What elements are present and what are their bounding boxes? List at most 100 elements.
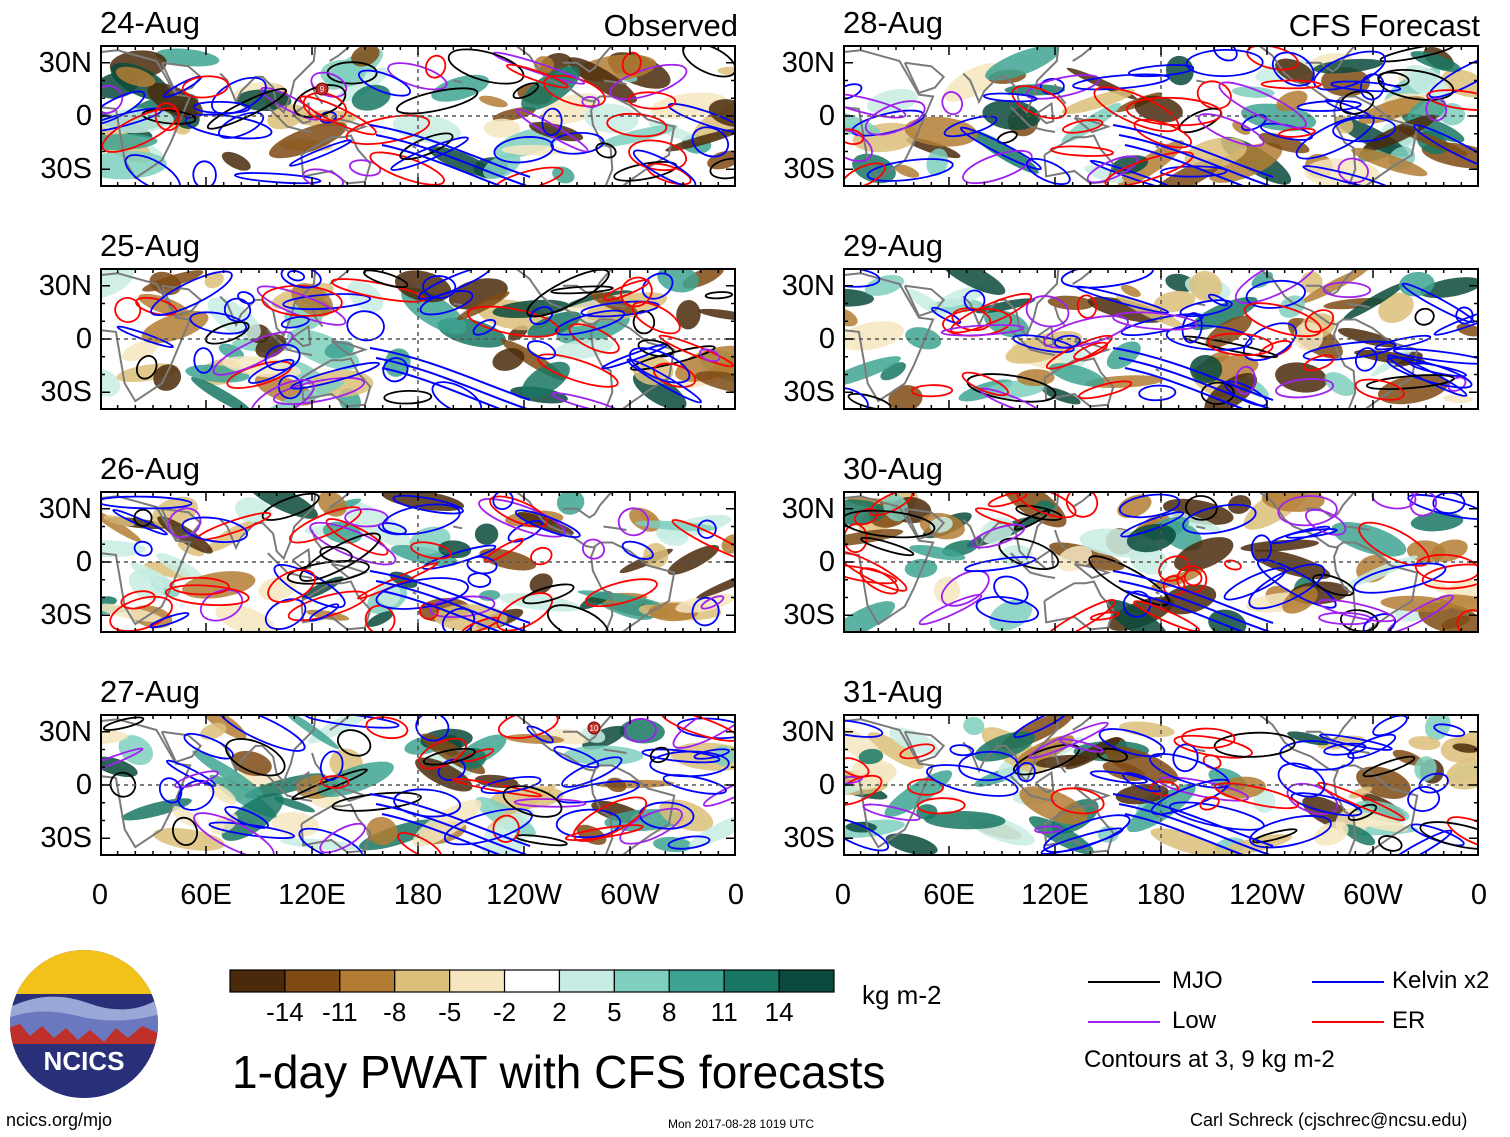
panel-frame — [100, 714, 736, 856]
observed-map-3 — [100, 491, 736, 633]
lon-label: 60W — [600, 879, 660, 911]
colorbar-tick-label: -11 — [321, 997, 358, 1027]
lon-label: 0 — [1470, 879, 1488, 911]
lon-label: 0 — [834, 879, 852, 911]
lat-label: 30N — [781, 493, 835, 525]
legend-label: Low — [1172, 1007, 1217, 1034]
lon-label: 120W — [1229, 879, 1305, 911]
colorbar-swatch — [284, 969, 341, 993]
storm-marker-icon — [587, 721, 601, 735]
lat-label: 0 — [75, 323, 92, 355]
colorbar-tick-label: 14 — [764, 997, 794, 1027]
panel-frame — [843, 714, 1479, 856]
colorbar-tick-label: 11 — [710, 997, 738, 1027]
lat-label: 0 — [818, 546, 835, 578]
legend-line-low — [1088, 1021, 1160, 1023]
lat-label: 30N — [38, 47, 92, 79]
observed-label: Observed — [603, 8, 738, 43]
colorbar-tick-label: -2 — [492, 997, 517, 1027]
lat-label: 30S — [40, 599, 92, 631]
observed-date-label: 26-Aug — [100, 451, 200, 486]
lat-label: 30S — [783, 822, 835, 854]
wave-contours — [843, 45, 1479, 187]
lat-label: 30S — [40, 153, 92, 185]
footer-timestamp: Mon 2017-08-28 1019 UTC — [668, 1117, 815, 1131]
lat-label: 0 — [75, 769, 92, 801]
lat-label: 30S — [40, 822, 92, 854]
lat-label: 0 — [818, 100, 835, 132]
coastlines — [100, 45, 676, 187]
lon-label: 0 — [91, 879, 109, 911]
forecast-date-label: 29-Aug — [843, 228, 943, 263]
observed-map-2 — [100, 268, 736, 410]
panel-frame — [843, 268, 1479, 410]
lat-label: 30S — [40, 376, 92, 408]
lat-label: 30N — [781, 716, 835, 748]
colorbar-swatch — [449, 969, 506, 993]
colorbar-swatch — [503, 969, 561, 993]
lon-label: 120E — [278, 879, 346, 911]
lon-label: 120E — [1021, 879, 1089, 911]
lat-label: 30N — [781, 47, 835, 79]
panel-frame — [843, 45, 1479, 187]
lat-label: 30S — [783, 599, 835, 631]
colorbar-tick-label: 2 — [552, 997, 567, 1027]
storm-marker-label: 9 — [320, 85, 325, 94]
figure-title: 1-day PWAT with CFS forecasts — [232, 1046, 886, 1098]
legend-label: MJO — [1172, 967, 1223, 994]
storm-marker-icon — [315, 82, 329, 96]
lat-label: 30N — [38, 270, 92, 302]
colorbar-swatch — [394, 969, 451, 993]
footer-credit: Carl Schreck (cjschrec@ncsu.edu) — [1190, 1110, 1468, 1130]
wave-contours — [100, 714, 736, 856]
colorbar-swatch — [558, 969, 615, 993]
observed-map-4: 10 — [100, 714, 736, 856]
storm-marker-label: 10 — [590, 724, 599, 733]
lon-label: 60E — [923, 879, 975, 911]
legend-label: Kelvin x2 — [1392, 967, 1490, 994]
legend-note: Contours at 3, 9 kg m-2 — [1084, 1046, 1335, 1073]
lat-label: 30N — [38, 716, 92, 748]
cfs-forecast-label: CFS Forecast — [1288, 8, 1480, 43]
forecast-map-3 — [843, 491, 1479, 633]
lat-label: 30S — [783, 153, 835, 185]
colorbar-swatch — [339, 969, 396, 993]
pwat-shading — [843, 491, 1479, 633]
footer-url: ncics.org/mjo — [6, 1110, 113, 1130]
observed-map-1: 9 — [100, 45, 736, 187]
legend-line-kelvin-x2 — [1312, 981, 1384, 983]
lon-label: 120W — [486, 879, 562, 911]
lat-label: 0 — [818, 769, 835, 801]
legend-line-er — [1312, 1021, 1384, 1023]
forecast-date-label: 28-Aug — [843, 5, 943, 40]
panel-frame — [100, 491, 736, 633]
logo-text: NCICS — [44, 1046, 125, 1076]
legend-label: ER — [1392, 1007, 1426, 1034]
forecast-date-label: 30-Aug — [843, 451, 943, 486]
colorbar-tick-label: -8 — [383, 997, 407, 1027]
lat-label: 30S — [783, 376, 835, 408]
colorbar-swatch — [613, 969, 670, 993]
colorbar-tick-label: -14 — [266, 997, 304, 1027]
panel-frame — [100, 268, 736, 410]
lat-label: 0 — [75, 100, 92, 132]
forecast-date-label: 31-Aug — [843, 674, 943, 709]
coastlines — [843, 268, 1419, 410]
lat-label: 0 — [75, 546, 92, 578]
lon-label: 180 — [1136, 879, 1186, 911]
forecast-map-2 — [843, 268, 1479, 410]
colorbar-swatch — [723, 969, 780, 993]
ncics-logo: NCICS — [10, 950, 158, 1098]
observed-date-label: 24-Aug — [100, 5, 200, 40]
lat-label: 30N — [38, 493, 92, 525]
lon-label: 60E — [180, 879, 232, 911]
colorbar — [229, 969, 835, 993]
colorbar-swatch — [668, 969, 725, 993]
lat-label: 30N — [781, 270, 835, 302]
forecast-map-1 — [843, 45, 1479, 187]
colorbar-tick-label: -5 — [438, 997, 462, 1027]
wave-contours — [843, 268, 1479, 410]
legend-line-mjo — [1088, 981, 1160, 983]
colorbar-tick-label: 8 — [662, 997, 677, 1027]
forecast-map-4 — [843, 714, 1479, 856]
